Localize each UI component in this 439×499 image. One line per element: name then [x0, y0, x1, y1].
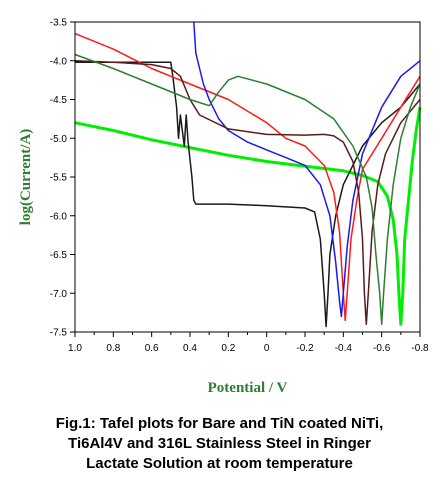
y-tick-label: -6.5	[50, 250, 68, 261]
caption-line-3: Lactate Solution at room temperature	[86, 455, 353, 472]
x-tick-label: -0.8	[411, 343, 429, 354]
x-tick-label: -0.6	[373, 343, 391, 354]
y-axis-ticks: -3.5 -4.0 -4.5 -5.0 -5.5 -6.0 -6.5 -7.0 -7.5	[50, 18, 75, 339]
caption-line-2: Ti6Al4V and 316L Stainless Steel in Ring…	[68, 435, 371, 452]
x-tick-label: 0.4	[183, 343, 197, 354]
y-tick-label: -7.5	[50, 328, 68, 339]
series-line-4	[193, 21, 421, 318]
x-tick-label: 0.8	[106, 343, 120, 354]
x-tick-label: 0	[264, 343, 270, 354]
x-axis-ticks: 1.0 0.8 0.6 0.4 0.2 0 -0.2 -0.4 -0.6 -0.8	[68, 332, 429, 354]
series-line-1	[74, 106, 422, 326]
y-tick-label: -5.0	[50, 134, 68, 145]
y-tick-label: -5.5	[50, 173, 68, 184]
y-tick-label: -7.0	[50, 289, 68, 300]
series-layer	[74, 21, 422, 328]
tafel-plot-chart: 1.0 0.8 0.6 0.4 0.2 0 -0.2 -0.4 -0.6 -0.8 -3.5 -4.…	[18, 18, 429, 397]
series-line-6	[74, 53, 421, 326]
x-tick-label: 0.6	[145, 343, 159, 354]
x-tick-label: -0.4	[335, 343, 353, 354]
x-tick-label: 1.0	[68, 343, 82, 354]
y-tick-label: -4.0	[50, 56, 68, 67]
x-tick-label: 0.2	[221, 343, 235, 354]
y-axis-title: log(Current/A)	[18, 129, 34, 225]
y-tick-label: -6.0	[50, 211, 68, 222]
series-line-3	[74, 32, 421, 322]
x-axis-title: Potential / V	[208, 380, 288, 396]
x-tick-label: -0.2	[296, 343, 314, 354]
y-tick-label: -3.5	[50, 18, 68, 29]
series-line-2	[75, 61, 421, 328]
y-tick-label: -4.5	[50, 95, 68, 106]
figure-caption: Fig.1: Tafel plots for Bare and TiN coat…	[0, 414, 439, 474]
caption-line-1: Fig.1: Tafel plots for Bare and TiN coat…	[55, 415, 384, 432]
